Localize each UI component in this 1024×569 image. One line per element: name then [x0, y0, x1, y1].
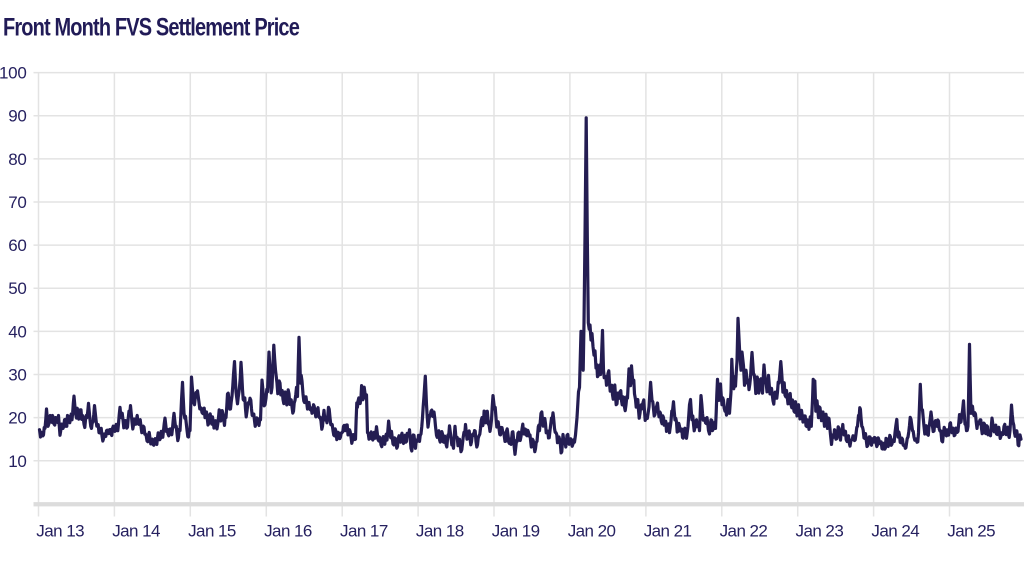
- svg-text:10: 10: [8, 452, 26, 471]
- svg-text:20: 20: [8, 409, 26, 428]
- svg-text:Jan 18: Jan 18: [416, 522, 464, 541]
- svg-text:Jan 24: Jan 24: [871, 522, 919, 541]
- svg-text:Jan 14: Jan 14: [112, 522, 160, 541]
- svg-text:100: 100: [0, 64, 27, 83]
- svg-text:Jan 25: Jan 25: [947, 522, 995, 541]
- svg-text:80: 80: [8, 150, 26, 169]
- svg-text:Jan 21: Jan 21: [644, 522, 692, 541]
- svg-text:Jan 23: Jan 23: [796, 522, 844, 541]
- svg-text:Jan 15: Jan 15: [188, 522, 236, 541]
- svg-text:30: 30: [8, 366, 26, 385]
- svg-text:Jan 19: Jan 19: [492, 522, 540, 541]
- svg-text:Jan 17: Jan 17: [340, 522, 388, 541]
- svg-text:70: 70: [8, 193, 26, 212]
- svg-text:90: 90: [8, 107, 26, 126]
- svg-text:50: 50: [8, 279, 26, 298]
- svg-text:Jan 16: Jan 16: [264, 522, 312, 541]
- svg-text:Jan 20: Jan 20: [568, 522, 616, 541]
- svg-text:Jan 22: Jan 22: [720, 522, 768, 541]
- svg-text:Jan 13: Jan 13: [36, 522, 84, 541]
- svg-text:60: 60: [8, 236, 26, 255]
- svg-text:40: 40: [8, 322, 26, 341]
- svg-text:Front Month FVS Settlement Pri: Front Month FVS Settlement Price: [3, 13, 299, 41]
